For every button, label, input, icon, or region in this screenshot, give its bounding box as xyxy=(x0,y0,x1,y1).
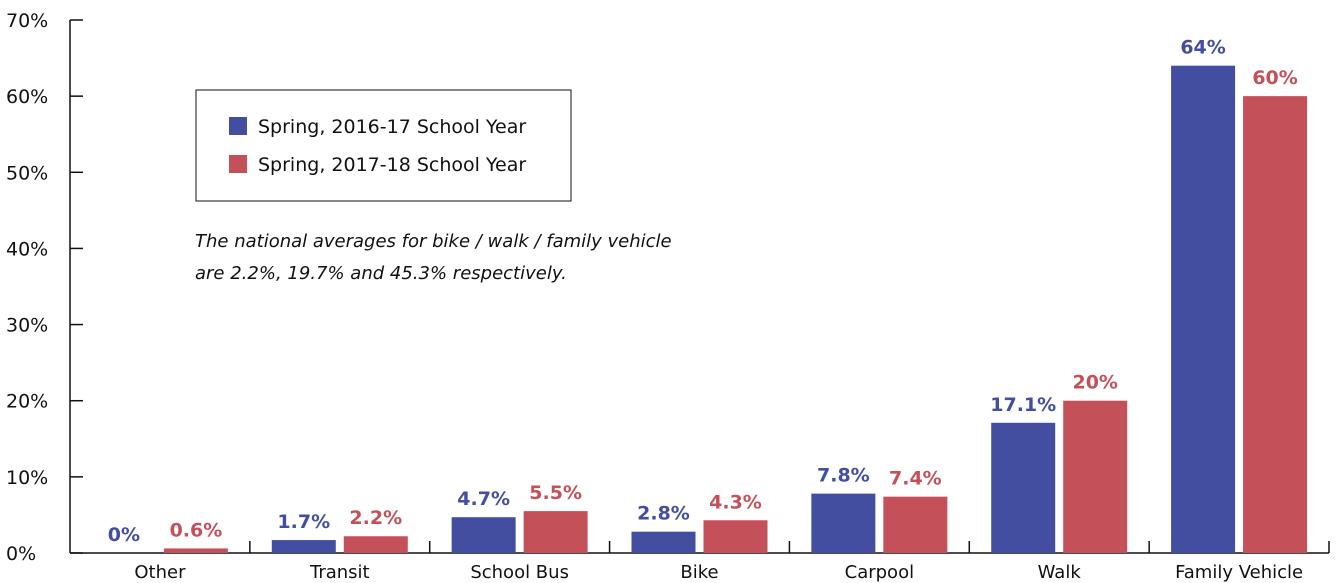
legend-box xyxy=(195,89,572,202)
data-label: 20% xyxy=(1072,372,1117,394)
x-category-label: School Bus xyxy=(470,562,569,583)
y-tick-label: 30% xyxy=(6,315,48,337)
bar xyxy=(1063,400,1128,553)
data-label: 4.7% xyxy=(457,488,510,510)
legend-label-series-2: Spring, 2017-18 School Year xyxy=(258,154,526,176)
bar xyxy=(523,511,588,553)
annotation-line-2: are 2.2%, 19.7% and 45.3% respectively. xyxy=(195,263,567,284)
data-label: 60% xyxy=(1252,67,1297,89)
axes: 0% 10% 20% 30% 40% 50% 60% 70% Other Transit Schoo… xyxy=(6,10,1330,583)
y-tick-label: 60% xyxy=(6,86,48,108)
data-label: 0.6% xyxy=(170,519,223,541)
bar xyxy=(163,548,228,553)
x-category-label: Other xyxy=(134,562,186,583)
legend-label-series-1: Spring, 2016-17 School Year xyxy=(258,116,526,138)
y-tick-label: 0% xyxy=(6,543,36,565)
bar xyxy=(631,531,696,553)
data-label: 0% xyxy=(108,524,140,546)
data-label: 1.7% xyxy=(277,511,330,533)
data-label: 7.4% xyxy=(889,468,942,490)
bar xyxy=(811,493,876,553)
y-tick-label: 50% xyxy=(6,162,48,184)
data-label: 17.1% xyxy=(990,394,1056,416)
bar xyxy=(1171,65,1236,553)
data-label: 2.8% xyxy=(637,503,690,525)
bar xyxy=(451,517,516,553)
bar xyxy=(1243,96,1308,554)
x-category-label: Walk xyxy=(1038,562,1082,583)
y-tick-label: 70% xyxy=(6,10,48,32)
y-tick-label: 20% xyxy=(6,391,48,413)
x-category-label: Family Vehicle xyxy=(1175,562,1303,583)
bar xyxy=(883,496,948,553)
legend-swatch-series-2 xyxy=(229,155,247,173)
legend: Spring, 2016-17 School Year Spring, 2017… xyxy=(195,89,572,202)
y-tick-label: 40% xyxy=(6,238,48,260)
data-label: 2.2% xyxy=(349,507,402,529)
bar xyxy=(343,536,408,553)
data-label: 7.8% xyxy=(817,465,870,487)
x-category-label: Carpool xyxy=(845,562,914,583)
annotation-line-1: The national averages for bike / walk / … xyxy=(195,231,672,252)
data-label: 4.3% xyxy=(709,491,762,513)
bar xyxy=(703,520,768,553)
value-labels: 0% 1.7% 4.7% 2.8% 7.8% 17.1% 64% 0.6% 2.2% 5.5% 4.… xyxy=(108,37,1298,546)
bars xyxy=(163,65,1308,554)
legend-swatch-series-1 xyxy=(229,117,247,135)
annotation: The national averages for bike / walk / … xyxy=(195,231,672,284)
x-category-label: Bike xyxy=(680,562,718,583)
bar xyxy=(271,540,336,553)
data-label: 5.5% xyxy=(529,482,582,504)
bar xyxy=(991,422,1056,553)
x-category-label: Transit xyxy=(309,562,370,583)
y-tick-label: 10% xyxy=(6,467,48,489)
data-label: 64% xyxy=(1180,37,1225,59)
